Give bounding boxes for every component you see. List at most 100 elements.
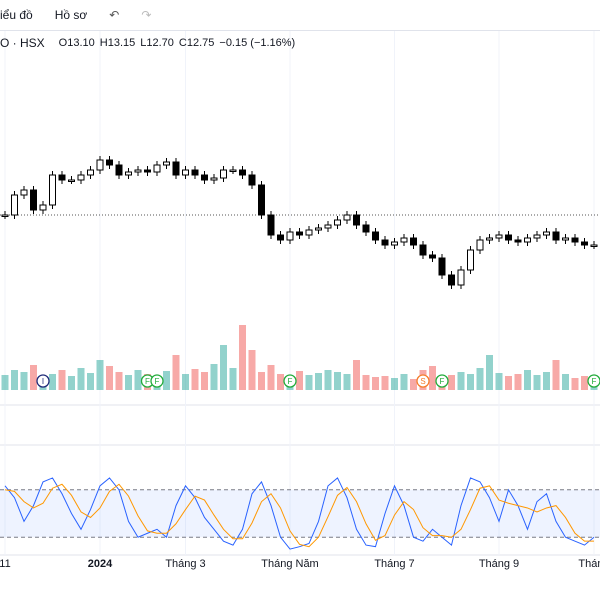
candle bbox=[552, 231, 560, 241]
volume-bar bbox=[58, 370, 66, 390]
candle bbox=[11, 194, 18, 216]
event-label: S bbox=[420, 377, 425, 386]
event-marker bbox=[150, 374, 164, 388]
ohlc: H13.15 bbox=[99, 37, 136, 49]
candle bbox=[1, 214, 9, 217]
volume-bar bbox=[362, 375, 370, 390]
event-label: F bbox=[440, 377, 445, 386]
volume-bar bbox=[182, 374, 189, 390]
candle bbox=[163, 161, 170, 166]
candle bbox=[49, 174, 56, 206]
candle bbox=[419, 244, 427, 256]
event-label: F bbox=[155, 377, 160, 386]
candle bbox=[505, 234, 512, 241]
volume-bar bbox=[220, 345, 227, 390]
candle bbox=[286, 231, 294, 241]
candle bbox=[201, 174, 208, 181]
candle bbox=[495, 234, 503, 239]
volume-bar bbox=[248, 350, 256, 390]
candle bbox=[106, 159, 113, 166]
x-tick-label: 2024 bbox=[88, 558, 113, 570]
volume-bar bbox=[134, 370, 142, 390]
volume-bar bbox=[210, 364, 218, 390]
volume-bar bbox=[296, 371, 303, 390]
legend: O · HSX O13.10 H13.15 L12.70 C12.75 −0.1… bbox=[0, 34, 300, 52]
event-label: F bbox=[592, 377, 597, 386]
candle bbox=[277, 234, 284, 241]
candle bbox=[248, 174, 256, 186]
volume-bar bbox=[448, 375, 455, 390]
candle bbox=[210, 177, 218, 181]
volume-bar bbox=[391, 378, 398, 390]
event-label: F bbox=[288, 377, 293, 386]
volume-bar bbox=[115, 372, 123, 390]
volume-bar bbox=[163, 371, 170, 390]
event-marker bbox=[283, 374, 297, 388]
candle bbox=[571, 237, 579, 243]
volume-bar bbox=[581, 376, 588, 390]
candle bbox=[457, 269, 465, 286]
ohlc: C12.75 bbox=[178, 37, 215, 49]
candle bbox=[514, 239, 522, 243]
stoch-band bbox=[0, 489, 600, 538]
candle bbox=[172, 161, 180, 176]
redo[interactable]: ↷ bbox=[141, 8, 152, 22]
volume-bar bbox=[495, 373, 503, 390]
candle bbox=[343, 214, 351, 221]
volume-bar bbox=[106, 366, 113, 390]
candle bbox=[20, 189, 28, 196]
volume-bar bbox=[267, 365, 275, 390]
volume-bar bbox=[514, 374, 522, 390]
undo[interactable]: ↶ bbox=[109, 8, 120, 22]
volume-bar bbox=[353, 360, 360, 390]
candle bbox=[581, 241, 588, 246]
volume-bar bbox=[1, 375, 9, 390]
candle bbox=[391, 241, 398, 246]
candle bbox=[267, 214, 275, 236]
volume-bar bbox=[324, 370, 332, 390]
volume-bar bbox=[191, 369, 199, 390]
volume-bar bbox=[153, 376, 161, 390]
volume-bar bbox=[533, 375, 541, 390]
candle bbox=[410, 237, 417, 246]
candle bbox=[96, 159, 104, 171]
candle bbox=[191, 169, 199, 176]
candle bbox=[182, 169, 189, 176]
candle bbox=[258, 184, 265, 216]
candle bbox=[590, 244, 598, 247]
volume-bar bbox=[305, 375, 313, 390]
candle bbox=[324, 224, 332, 229]
volume-bar bbox=[552, 360, 560, 390]
candle bbox=[68, 179, 75, 182]
volume-bar bbox=[334, 372, 341, 390]
volume-bar bbox=[11, 370, 18, 390]
chart-menu[interactable]: iểu đồ bbox=[0, 8, 33, 22]
volume-bar bbox=[144, 374, 151, 390]
volume-bar bbox=[410, 379, 417, 390]
volume-bar bbox=[343, 374, 351, 390]
candle bbox=[58, 174, 66, 181]
x-tick-label: 11 bbox=[0, 558, 11, 570]
symbol: O · HSX bbox=[0, 36, 45, 50]
x-tick-label: Tháng 7 bbox=[374, 558, 414, 570]
volume-bar bbox=[77, 368, 85, 390]
volume-bar bbox=[172, 355, 180, 390]
volume-bar bbox=[20, 372, 28, 390]
candle bbox=[476, 239, 484, 251]
profile-menu[interactable]: Hồ sơ bbox=[54, 8, 88, 22]
volume-bar bbox=[590, 375, 598, 390]
candle bbox=[30, 189, 37, 211]
candle bbox=[362, 224, 370, 233]
volume-bar bbox=[400, 374, 408, 390]
candle bbox=[486, 237, 493, 241]
volume-bar bbox=[419, 370, 427, 390]
candle bbox=[315, 227, 322, 231]
candle bbox=[524, 237, 531, 243]
volume-bar bbox=[96, 360, 104, 390]
candle bbox=[467, 249, 474, 271]
volume-bar bbox=[258, 372, 265, 390]
candle bbox=[438, 257, 446, 276]
volume-bar bbox=[30, 365, 37, 390]
stoch-line bbox=[4, 477, 595, 550]
